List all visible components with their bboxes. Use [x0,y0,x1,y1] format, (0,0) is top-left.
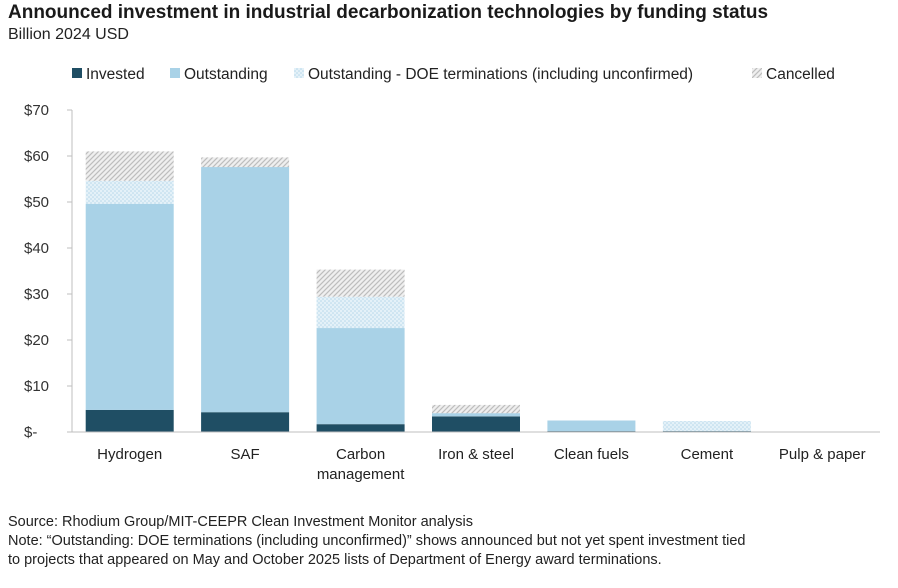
x-tick-label: Carbon management [317,446,405,483]
stacked-bar-chart: Invested Outstanding Outstanding - DOE ter… [24,66,880,483]
bar-segment-cancelled [432,404,520,414]
legend-item-invested: Invested [72,66,145,83]
bar-segment-invested [85,409,174,432]
bars [85,151,751,432]
bar-segment-outstanding [316,328,405,425]
y-tick-label: $50 [24,194,49,211]
bar-segment-invested [316,424,405,432]
bar-segment-doe-terminations [662,421,751,432]
bar-segment-cancelled [85,151,174,181]
bar-segment-cancelled [316,269,405,297]
bar-segment-invested [432,416,520,432]
legend-swatch [752,68,762,78]
bar-segment-doe-terminations [85,180,174,204]
legend: Invested Outstanding Outstanding - DOE ter… [72,66,835,83]
y-tick-label: $40 [24,240,49,257]
y-axis: $- $10 $20 $30 $40 $50 $60 $70 [24,102,73,441]
legend-swatch [294,68,304,78]
legend-item-cancelled: Cancelled [752,66,835,83]
legend-swatch [72,68,82,78]
note-line-1: Note: “Outstanding: DOE terminations (in… [8,533,746,549]
y-tick-label: $30 [24,286,49,303]
chart-title: Announced investment in industrial decar… [8,2,769,23]
legend-item-outstanding: Outstanding [170,66,268,83]
y-tick-label: $60 [24,148,49,165]
legend-label: Cancelled [766,66,835,83]
legend-item-doe-terminations: Outstanding - DOE terminations (includin… [294,66,693,83]
note-line-2: to projects that appeared on May and Oct… [8,552,662,568]
y-tick-label: $10 [24,378,49,395]
legend-label: Invested [86,66,145,83]
bar-segment-outstanding [547,420,636,432]
footer: Source: Rhodium Group/MIT-CEEPR Clean In… [8,513,892,570]
x-axis: Hydrogen SAF Carbon management Iron & steel C… [72,431,880,483]
legend-label: Outstanding [184,66,268,83]
bar-segment-outstanding [85,203,174,410]
bar-segment-invested [201,412,290,432]
bar-segment-outstanding [201,167,290,413]
y-tick-label: $70 [24,102,49,119]
x-tick-label: Clean fuels [554,446,629,463]
chart-subtitle: Billion 2024 USD [8,26,129,43]
x-tick-label: Hydrogen [97,446,162,463]
legend-label: Outstanding - DOE terminations (includin… [308,66,693,83]
bar-segment-doe-terminations [316,296,405,329]
x-tick-label: Pulp & paper [779,446,866,463]
x-tick-label: Cement [681,446,734,463]
source-note: Source: Rhodium Group/MIT-CEEPR Clean In… [8,514,473,530]
x-tick-label: Iron & steel [438,446,514,463]
bar-segment-outstanding [432,413,520,417]
y-tick-label: $20 [24,332,49,349]
bar-segment-cancelled [201,157,290,168]
y-tick-label: $- [24,424,37,441]
legend-swatch [170,68,180,78]
x-tick-label: SAF [231,446,260,463]
